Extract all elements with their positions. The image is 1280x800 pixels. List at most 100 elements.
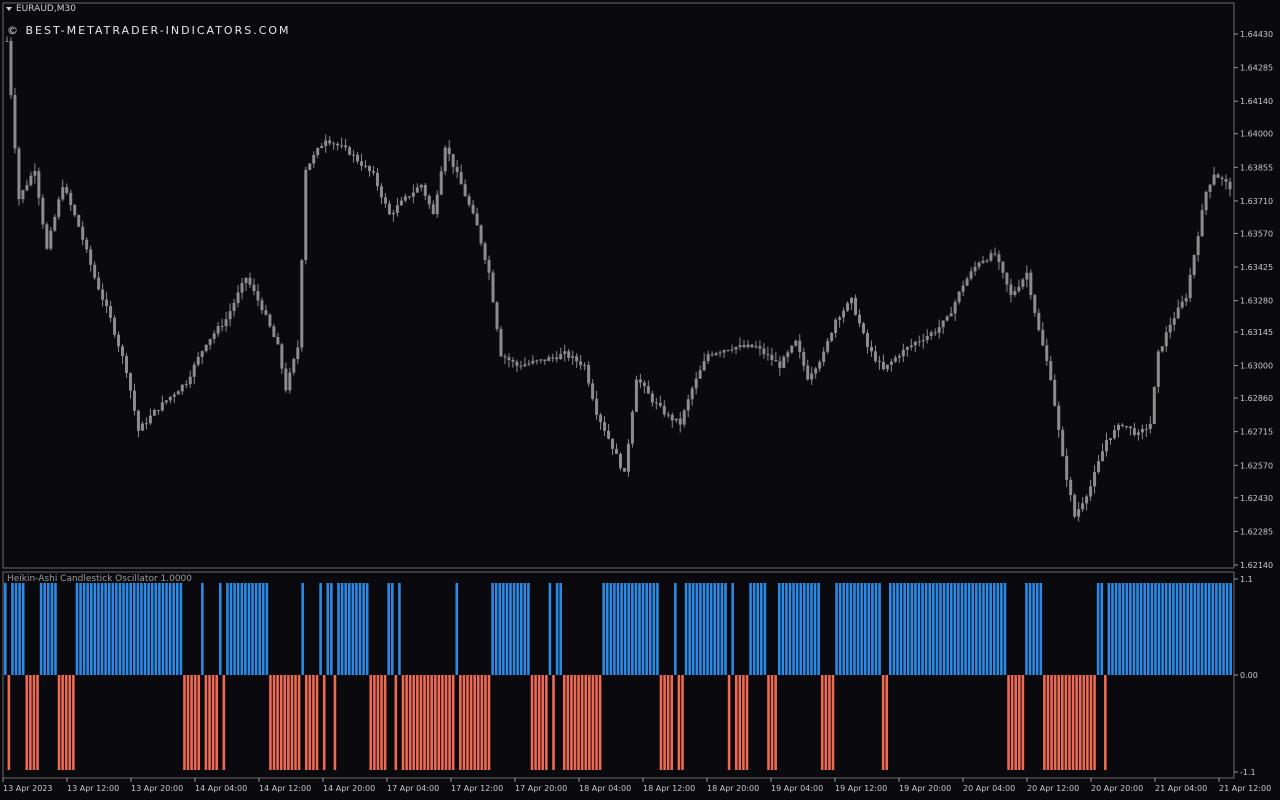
oscillator-bar-negative	[197, 675, 201, 770]
oscillator-bar-negative	[473, 675, 476, 770]
candle-body	[519, 365, 523, 367]
oscillator-bar-positive	[143, 583, 147, 675]
candle-body	[690, 388, 694, 400]
oscillator-bar-positive	[358, 583, 362, 675]
oscillator-bar-positive	[365, 583, 369, 675]
oscillator-bar-positive	[330, 583, 333, 675]
oscillator-bar-positive	[749, 583, 752, 675]
time-tick-label: 18 Apr 04:00	[579, 784, 631, 793]
candle-body	[300, 260, 304, 348]
oscillator-bar-positive	[344, 583, 347, 675]
oscillator-bar-negative	[1086, 675, 1089, 770]
candle-body	[288, 372, 292, 391]
oscillator-bar-negative	[484, 675, 487, 770]
candle-body	[224, 319, 228, 327]
candle-body	[603, 422, 607, 431]
candle-body	[136, 410, 140, 431]
candle-body	[774, 360, 778, 362]
candle-body	[101, 289, 105, 300]
candle-body	[814, 368, 818, 374]
oscillator-bar-positive	[631, 583, 634, 675]
oscillator-bar-positive	[781, 583, 785, 675]
candle-body	[1001, 261, 1005, 273]
candle-body	[391, 212, 395, 215]
oscillator-bar-positive	[921, 583, 924, 675]
oscillator-bar-negative	[279, 675, 283, 770]
oscillator-bar-positive	[509, 583, 512, 675]
oscillator-bar-positive	[233, 583, 236, 675]
candle-body	[371, 171, 375, 173]
oscillator-bar-positive	[122, 583, 125, 675]
oscillator-bar-positive	[795, 583, 799, 675]
candle-body	[180, 384, 184, 392]
candle-body	[316, 148, 320, 156]
candle-body	[547, 357, 551, 362]
candle-body	[1200, 210, 1204, 237]
candle-body	[754, 346, 758, 348]
candle-body	[591, 383, 595, 399]
oscillator-bar-positive	[978, 583, 982, 675]
oscillator-bar-positive	[498, 583, 502, 675]
candle-body	[1112, 430, 1116, 439]
oscillator-bar-negative	[64, 675, 68, 770]
oscillator-bar-positive	[1229, 583, 1232, 675]
candle-body	[551, 357, 555, 359]
oscillator-bar-negative	[824, 675, 828, 770]
candle-body	[726, 350, 730, 352]
oscillator-bar-positive	[1132, 583, 1136, 675]
oscillator-bar-positive	[505, 583, 509, 675]
price-tick-label: 1.62715	[1240, 428, 1273, 437]
candle-body	[734, 346, 738, 350]
oscillator-bar-positive	[960, 583, 964, 675]
oscillator-bar-negative	[591, 675, 595, 770]
oscillator-bar-positive	[835, 583, 838, 675]
oscillator-bar-positive	[932, 583, 935, 675]
oscillator-bar-negative	[186, 675, 190, 770]
oscillator-bar-positive	[720, 583, 724, 675]
candle-body	[415, 187, 419, 193]
candle-body	[746, 344, 750, 348]
candle-body	[1069, 479, 1073, 496]
oscillator-bar-negative	[61, 675, 64, 770]
oscillator-bar-positive	[347, 583, 351, 675]
oscillator-bar-negative	[462, 675, 466, 770]
oscillator-bar-negative	[588, 675, 591, 770]
candle-body	[1108, 438, 1112, 441]
oscillator-bar-positive	[11, 583, 14, 675]
oscillator-bar-positive	[928, 583, 932, 675]
symbol-label[interactable]: EURAUD,M30	[6, 4, 76, 14]
candle-body	[364, 165, 368, 167]
oscillator-bar-positive	[634, 583, 638, 675]
oscillator-bar-positive	[971, 583, 975, 675]
candle-body	[344, 145, 348, 148]
oscillator-bar-positive	[627, 583, 631, 675]
oscillator-bar-positive	[605, 583, 609, 675]
oscillator-bar-positive	[362, 583, 365, 675]
candle-body	[1228, 181, 1232, 190]
oscillator-bar-positive	[54, 583, 57, 675]
candle-body	[806, 365, 810, 380]
chevron-down-icon	[6, 6, 12, 11]
candle-body	[1029, 272, 1033, 296]
candle-body	[941, 320, 945, 328]
candle-body	[200, 351, 204, 357]
oscillator-bar-positive	[1111, 583, 1114, 675]
price-tick-label: 1.63855	[1240, 163, 1273, 172]
oscillator-bar-positive	[924, 583, 928, 675]
oscillator-bar-positive	[491, 583, 494, 675]
oscillator-bar-positive	[674, 583, 677, 675]
oscillator-bar-negative	[476, 675, 480, 770]
candle-body	[296, 347, 300, 360]
oscillator-bar-negative	[405, 675, 408, 770]
oscillator-bar-positive	[1025, 583, 1028, 675]
oscillator-bar-positive	[1186, 583, 1190, 675]
oscillator-bar-negative	[541, 675, 545, 770]
candle-body	[1184, 298, 1188, 302]
candle-body	[1152, 386, 1156, 424]
candle-body	[49, 230, 53, 249]
candle-body	[463, 184, 467, 197]
oscillator-bar-positive	[1129, 583, 1132, 675]
oscillator-bar-positive	[75, 583, 79, 675]
oscillator-bar-positive	[555, 583, 559, 675]
candle-body	[654, 402, 658, 404]
